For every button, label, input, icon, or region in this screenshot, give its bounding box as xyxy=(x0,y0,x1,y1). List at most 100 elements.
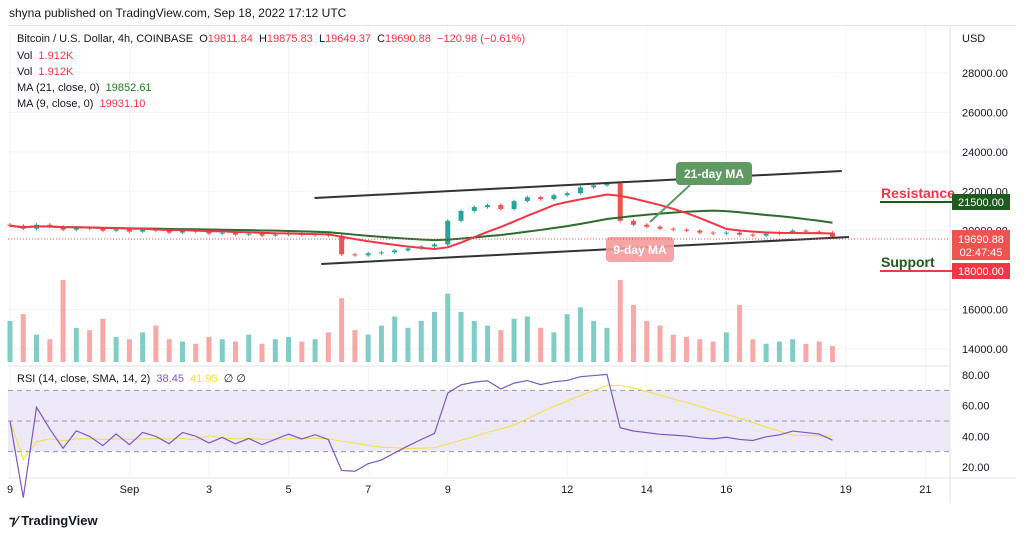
candle-body xyxy=(431,244,437,247)
candle-body xyxy=(498,205,504,209)
rsi-tick-label: 20.00 xyxy=(962,462,990,474)
volume-bar xyxy=(763,343,769,362)
volume-legend: Vol 1.912K xyxy=(17,50,73,62)
time-tick-label: 19 xyxy=(840,484,852,496)
resistance-price: 21500.00 xyxy=(958,197,1004,209)
volume-bar xyxy=(272,339,278,362)
vol-value: 1.912K xyxy=(38,66,74,78)
support-price-tag xyxy=(952,263,1010,279)
volume-bar xyxy=(803,343,809,362)
low-label: L xyxy=(318,33,326,45)
volume-bar xyxy=(246,334,252,362)
volume-bar xyxy=(60,280,66,362)
volume-bar xyxy=(166,339,172,362)
volume-bar xyxy=(312,339,318,362)
time-tick-label: 7 xyxy=(365,484,371,496)
candle-body xyxy=(100,228,106,231)
rsi-tick-label: 40.00 xyxy=(962,431,990,443)
volume-bar xyxy=(564,314,570,362)
volume-bar xyxy=(644,321,650,362)
rsi-sma-value: 41.95 xyxy=(190,373,218,385)
candle-body xyxy=(60,226,66,230)
time-tick-label: 21 xyxy=(919,484,931,496)
candle-body xyxy=(684,229,690,231)
candle-body xyxy=(737,232,743,235)
candle-body xyxy=(657,226,663,229)
price-tick-label: 26000.00 xyxy=(962,107,1008,119)
volume-bar xyxy=(126,339,132,362)
candle-body xyxy=(524,197,530,202)
time-tick-label: 3 xyxy=(206,484,212,496)
volume-bar xyxy=(286,336,292,362)
candle-body xyxy=(246,233,252,235)
time-tick-label: 12 xyxy=(561,484,573,496)
high-label: H xyxy=(258,33,267,45)
time-tick-label: 5 xyxy=(286,484,292,496)
chart-frame xyxy=(8,25,1016,504)
volume-bar xyxy=(392,316,398,362)
trendline xyxy=(321,235,850,265)
volume-bar xyxy=(471,321,477,362)
rsi-extra: ∅ ∅ xyxy=(223,373,246,385)
candle-body xyxy=(166,230,172,233)
rsi-line xyxy=(9,373,833,498)
volume-bar xyxy=(47,339,53,362)
rsi-value: 38.45 xyxy=(156,373,184,385)
ma9-legend: MA (9, close, 0) 19931.10 xyxy=(17,98,145,110)
candle-body xyxy=(697,230,703,233)
symbol-legend: Bitcoin / U.S. Dollar, 4h, COINBASE O198… xyxy=(17,33,525,45)
candle-body xyxy=(803,230,809,232)
publish-info: shyna published on TradingView.com, Sep … xyxy=(9,6,347,20)
volume-bar xyxy=(524,316,530,362)
candle-body xyxy=(604,183,610,186)
ma21-label: MA (21, close, 0) xyxy=(17,82,100,94)
volume-bar xyxy=(776,341,782,362)
volume-bar xyxy=(140,332,146,362)
last-price: 19690.88 xyxy=(958,234,1004,246)
volume-bar xyxy=(20,314,26,362)
candle-body xyxy=(471,207,477,211)
candle-body xyxy=(723,232,729,234)
candle-body xyxy=(551,195,557,200)
volume-bar xyxy=(7,321,13,362)
support-label: Support xyxy=(881,254,935,270)
candle-body xyxy=(272,234,278,236)
open-label: O xyxy=(199,33,208,45)
tradingview-logo: ⁊⁄ TradingView xyxy=(9,513,98,529)
volume-bar xyxy=(684,336,690,362)
volume-bar xyxy=(418,321,424,362)
volume-bar xyxy=(233,341,239,362)
candle-body xyxy=(644,224,650,227)
vol-label: Vol xyxy=(17,66,33,78)
time-tick-label: 14 xyxy=(641,484,653,496)
volume-bar xyxy=(630,305,636,362)
volume-bar xyxy=(617,280,623,362)
ma9-callout: 9-day MA xyxy=(613,243,667,257)
low-value: 19649.37 xyxy=(325,33,371,45)
candle-body xyxy=(233,232,239,235)
volume-bar xyxy=(299,341,305,362)
price-tick-label: 24000.00 xyxy=(962,147,1008,159)
volume-bar xyxy=(405,327,411,362)
volume-bar xyxy=(790,339,796,362)
candle-body xyxy=(458,210,464,221)
resistance-price-tag xyxy=(952,194,1010,210)
volume-bar xyxy=(737,305,743,362)
volume-bar xyxy=(829,346,835,362)
volume-bar xyxy=(577,307,583,362)
support-price: 18000.00 xyxy=(958,266,1004,278)
rsi-label: RSI (14, close, SMA, 14, 2) xyxy=(17,373,151,385)
ma9-label: MA (9, close, 0) xyxy=(17,98,94,110)
rsi-legend: RSI (14, close, SMA, 14, 2) 38.45 41.95 … xyxy=(17,372,246,385)
ma21-line xyxy=(9,209,833,242)
ma21-value: 19852.61 xyxy=(105,82,152,94)
vol-label: Vol xyxy=(17,50,33,62)
time-tick-label: 9 xyxy=(445,484,451,496)
vol-value: 1.912K xyxy=(38,50,74,62)
volume-bar xyxy=(113,336,119,362)
volume-bar xyxy=(445,293,451,362)
volume-bar xyxy=(153,325,159,362)
volume-bar xyxy=(206,336,212,362)
time-tick-label: 16 xyxy=(720,484,732,496)
